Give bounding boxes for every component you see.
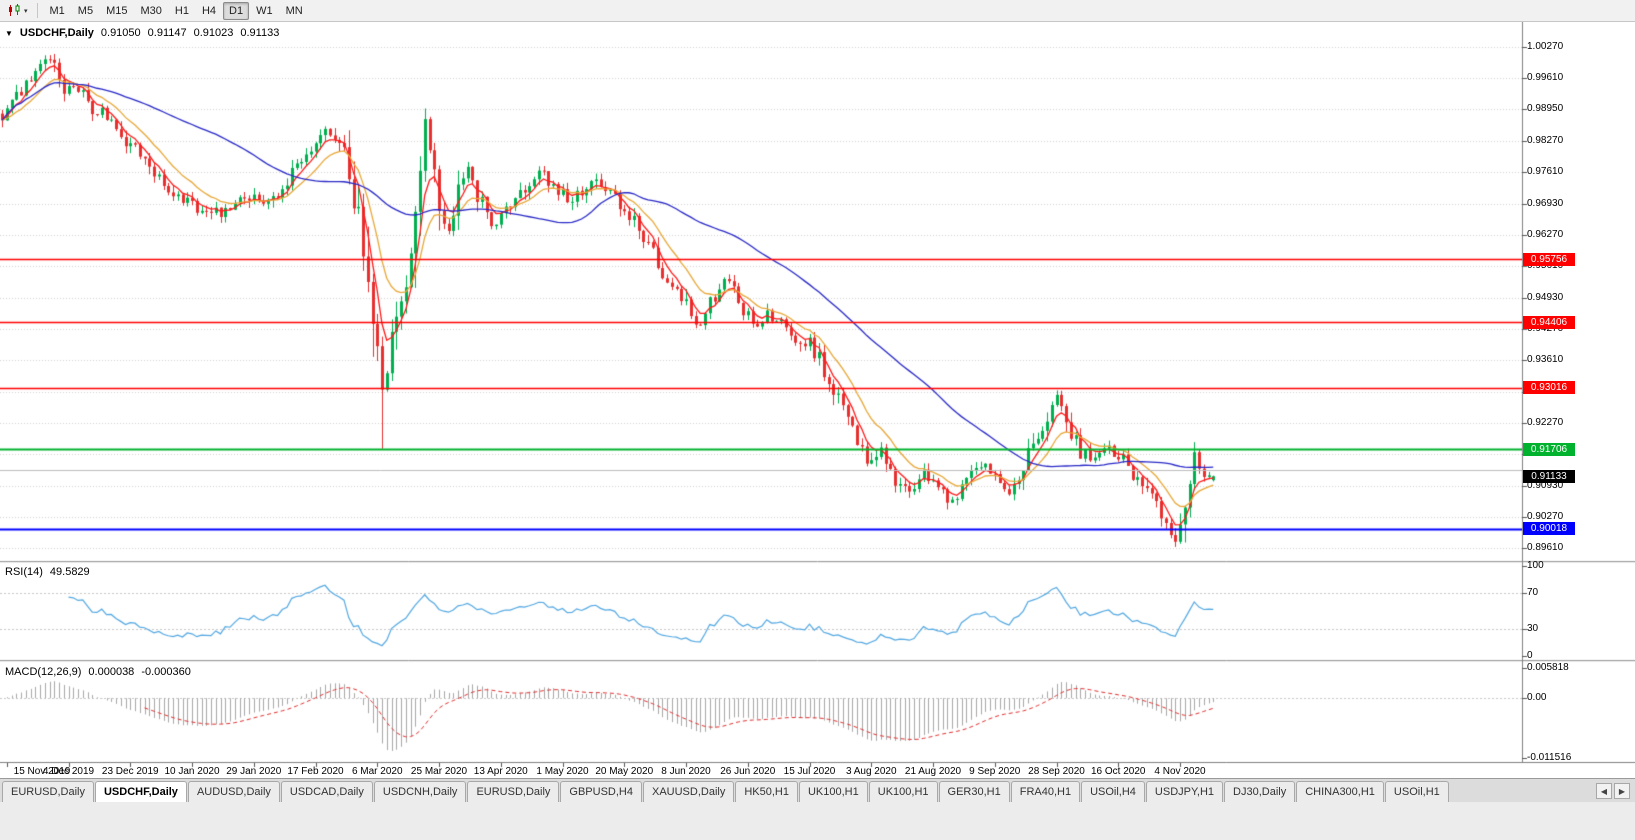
chart-tab-eurusd-daily[interactable]: EURUSD,Daily bbox=[2, 781, 94, 802]
chevron-down-icon: ▾ bbox=[24, 7, 28, 15]
chart-tab-uk100-h1[interactable]: UK100,H1 bbox=[798, 781, 868, 802]
chart-tab-eurusd-daily[interactable]: EURUSD,Daily bbox=[467, 781, 560, 802]
candlestick-chart-icon bbox=[9, 4, 20, 16]
chart-tab-dj30-daily[interactable]: DJ30,Daily bbox=[1224, 781, 1296, 802]
timeframe-button-h1[interactable]: H1 bbox=[174, 4, 189, 17]
chart-tab-usdcad-daily[interactable]: USDCAD,Daily bbox=[280, 781, 373, 802]
chart-tab-xauusd-daily[interactable]: XAUUSD,Daily bbox=[642, 781, 735, 802]
chart-tab-usdcnh-daily[interactable]: USDCNH,Daily bbox=[373, 781, 467, 802]
timeframe-button-mn[interactable]: MN bbox=[285, 4, 303, 17]
timeframe-button-h4[interactable]: H4 bbox=[201, 4, 217, 17]
chart-tab-audusd-daily[interactable]: AUDUSD,Daily bbox=[187, 781, 280, 802]
chart-tab-usdchf-daily[interactable]: USDCHF,Daily bbox=[94, 781, 187, 802]
chart-tab-bar: EURUSD,Daily USDCHF,Daily AUDUSD,Daily USDC… bbox=[0, 778, 1635, 802]
chart-tab-uk100-h1[interactable]: UK100,H1 bbox=[868, 781, 938, 802]
timeframe-button-m30[interactable]: M30 bbox=[140, 4, 162, 17]
toolbar-divider bbox=[36, 3, 38, 18]
chart-tab-ger30-h1[interactable]: GER30,H1 bbox=[938, 781, 1010, 802]
window-bottom-strip bbox=[0, 802, 1635, 840]
timeframe-buttons: M1 M5 M15 M30 H1 H4 D1 W1 MN bbox=[44, 1, 309, 20]
chart-tab-usoil-h1[interactable]: USOil,H1 bbox=[1384, 781, 1449, 802]
timeframe-button-m5[interactable]: M5 bbox=[77, 4, 94, 17]
timeframe-button-w1[interactable]: W1 bbox=[256, 4, 273, 17]
chart-tab-usoil-h4[interactable]: USOil,H4 bbox=[1081, 781, 1145, 802]
tab-scroll-arrows: ◀ ▶ bbox=[1593, 783, 1633, 802]
chart-tab-usdjpy-h1[interactable]: USDJPY,H1 bbox=[1145, 781, 1224, 802]
chart-tab-china300-h1[interactable]: CHINA300,H1 bbox=[1296, 781, 1384, 802]
chart-tab-fra40-h1[interactable]: FRA40,H1 bbox=[1010, 781, 1081, 802]
chart-region: ▼ USDCHF,Daily 0.91050 0.91147 0.91023 0… bbox=[0, 22, 1635, 778]
price-chart-canvas[interactable] bbox=[0, 22, 1635, 778]
tab-scroll-left-icon[interactable]: ◀ bbox=[1596, 783, 1612, 799]
timeframe-button-d1[interactable]: D1 bbox=[223, 1, 250, 20]
chart-type-menu-button[interactable]: ▾ bbox=[4, 2, 31, 20]
tab-scroll-right-icon[interactable]: ▶ bbox=[1614, 783, 1630, 799]
timeframe-button-m1[interactable]: M1 bbox=[49, 4, 65, 17]
timeframe-toolbar: ▾ M1 M5 M15 M30 H1 H4 D1 W1 MN bbox=[0, 0, 1635, 22]
chart-tab-strip: EURUSD,Daily USDCHF,Daily AUDUSD,Daily USDC… bbox=[2, 781, 1593, 802]
chart-tab-gbpusd-h4[interactable]: GBPUSD,H4 bbox=[560, 781, 642, 802]
chart-tab-hk50-h1[interactable]: HK50,H1 bbox=[735, 781, 798, 802]
timeframe-button-m15[interactable]: M15 bbox=[106, 4, 128, 17]
